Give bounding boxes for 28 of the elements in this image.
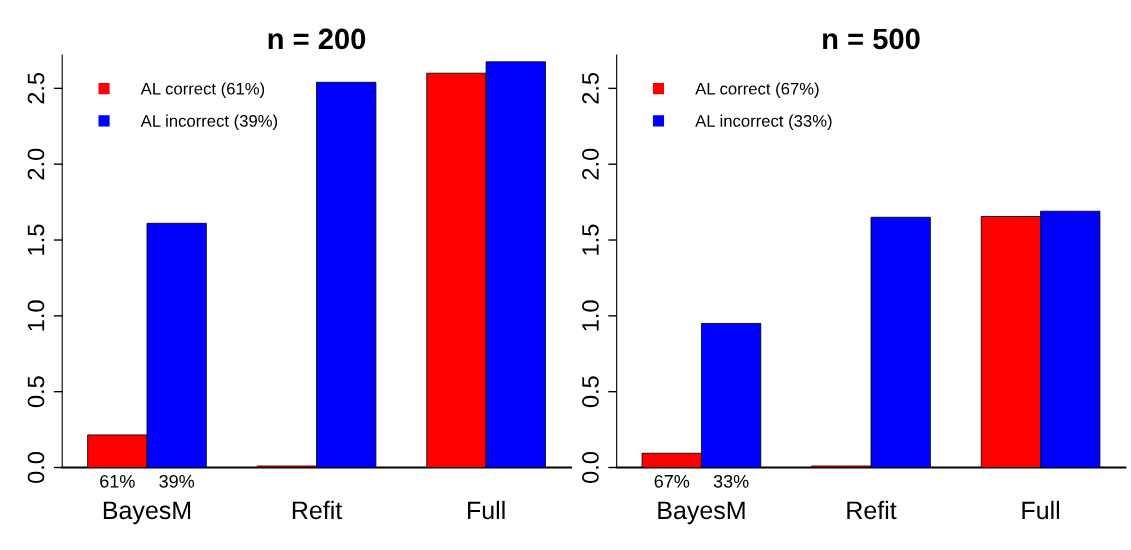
chart-title: n = 500 [823,28,920,50]
y-tick-label: 0.5 [27,376,45,408]
chart-title: n = 200 [268,28,366,50]
legend-label: AL correct (67%) [695,82,819,98]
x-tick-label: BayesM [103,501,191,525]
y-tick-label: 1.0 [27,300,45,331]
text: 33% [713,474,749,488]
x-tick-label: BayesM [658,501,745,525]
y-tick-label: 0.0 [582,452,599,483]
text: 39% [159,474,195,488]
text: 67% [654,474,690,488]
y-tick-label: 1.5 [27,224,45,255]
x-tick-label: Full [468,500,505,520]
y-tick-label: 2.0 [27,148,45,180]
y-tick-label: 2.5 [582,72,599,104]
y-tick-label: 0.0 [27,452,45,483]
x-tick-label: Full [1022,500,1060,520]
text: 61% [100,474,135,488]
y-tick-label: 2.5 [27,72,45,104]
legend-label: AL correct (61%) [140,82,265,98]
y-tick-label: 1.5 [582,224,599,255]
legend-label: AL incorrect (33%) [695,114,832,131]
legend-label: AL incorrect (39%) [140,114,278,131]
x-tick-label: Refit [847,500,897,520]
y-tick-label: 2.0 [582,148,599,180]
y-tick-label: 1.0 [582,300,599,331]
y-tick-label: 0.5 [582,376,599,408]
x-tick-label: Refit [292,500,343,520]
